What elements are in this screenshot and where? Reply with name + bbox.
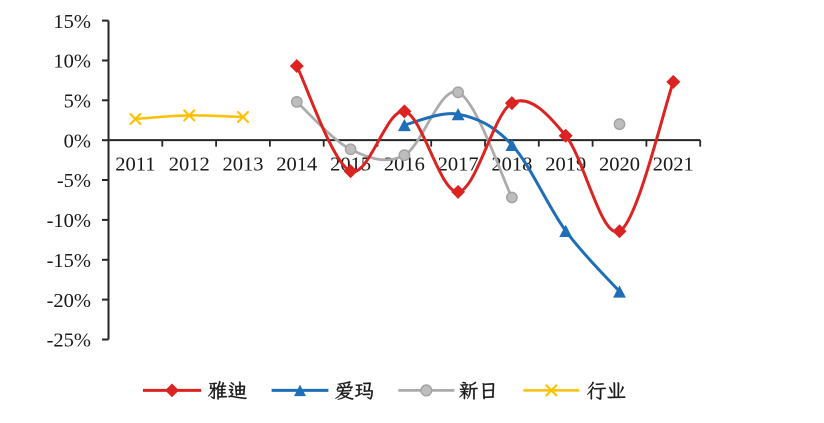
svg-text:2019: 2019 bbox=[545, 154, 586, 176]
svg-text:2020: 2020 bbox=[599, 154, 640, 176]
svg-text:-10%: -10% bbox=[47, 210, 91, 232]
svg-text:0%: 0% bbox=[64, 130, 91, 152]
svg-text:2012: 2012 bbox=[169, 154, 210, 176]
svg-text:2017: 2017 bbox=[438, 154, 479, 176]
svg-text:2014: 2014 bbox=[276, 154, 317, 176]
svg-text:-25%: -25% bbox=[47, 330, 91, 352]
svg-text:-5%: -5% bbox=[57, 170, 91, 192]
svg-text:2021: 2021 bbox=[653, 154, 694, 176]
svg-text:5%: 5% bbox=[64, 91, 91, 113]
svg-text:2013: 2013 bbox=[223, 154, 264, 176]
svg-text:-20%: -20% bbox=[47, 290, 91, 312]
svg-text:-15%: -15% bbox=[47, 250, 91, 272]
svg-text:2011: 2011 bbox=[115, 154, 155, 176]
svg-text:10%: 10% bbox=[53, 51, 91, 73]
svg-text:15%: 15% bbox=[53, 11, 91, 33]
